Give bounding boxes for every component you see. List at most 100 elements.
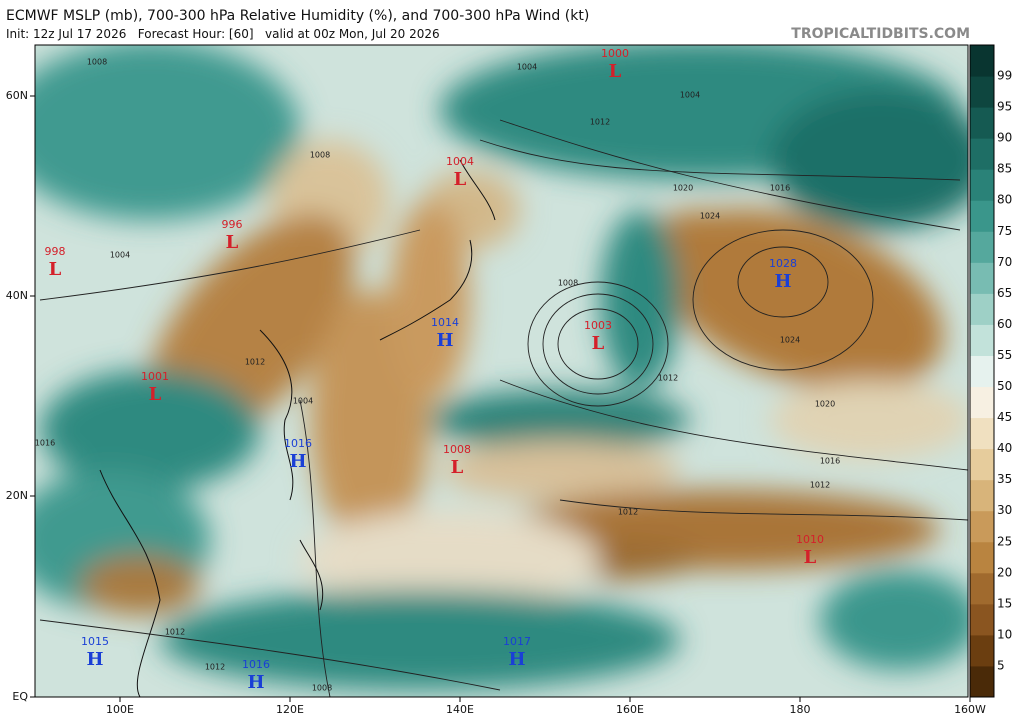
colorbar-band — [970, 417, 994, 450]
isobar-label: 1004 — [293, 397, 313, 406]
colorbar-band — [970, 169, 994, 201]
colorbar-band — [970, 479, 994, 512]
lat-label: EQ — [12, 690, 28, 703]
colorbar-band — [970, 448, 994, 481]
center-value: 1015 — [81, 635, 109, 648]
lon-label: 120E — [276, 703, 304, 716]
title: ECMWF MSLP (mb), 700-300 hPa Relative Hu… — [6, 8, 589, 24]
isobar-label: 1008 — [312, 684, 332, 693]
colorbar-tick-label: 85 — [997, 162, 1012, 176]
center-letter: H — [436, 330, 453, 351]
colorbar-tick-label: 99 — [997, 69, 1012, 83]
colorbar-tick-label: 90 — [997, 131, 1012, 145]
isobar-label: 1008 — [558, 279, 578, 288]
axes: 60N 40N 20N EQ 100E 120E 140E 160E 180 160W — [6, 89, 986, 716]
lon-label: 160W — [954, 703, 986, 716]
isobar-label: 1012 — [205, 663, 225, 672]
map-area: 1008 1004 1004 1012 1008 1020 1024 1016 1024 1020… — [35, 45, 968, 697]
lat-label: 20N — [6, 489, 28, 502]
humidity-field — [35, 45, 968, 690]
center-value: 1016 — [242, 658, 270, 671]
center-letter: H — [774, 271, 791, 292]
center-letter: H — [247, 672, 264, 693]
center-letter: H — [86, 649, 103, 670]
colorbar-tick-label: 50 — [997, 379, 1012, 393]
isobar-label: 1004 — [680, 91, 700, 100]
colorbar-band — [970, 572, 994, 605]
colorbar-band — [970, 541, 994, 574]
colorbar-tick-label: 5 — [997, 658, 1005, 672]
center-letter: L — [451, 457, 464, 478]
center-value: 1000 — [601, 47, 629, 60]
center-value: 1016 — [284, 437, 312, 450]
lat-label: 60N — [6, 89, 28, 102]
isobar-label: 1020 — [673, 184, 693, 193]
colorbar-band — [970, 386, 994, 419]
center-letter: H — [289, 451, 306, 472]
colorbar-band — [970, 107, 994, 139]
lat-label: 40N — [6, 289, 28, 302]
isobar-label: 1020 — [815, 400, 835, 409]
isobar-label: 1016 — [35, 439, 55, 448]
center-value: 1008 — [443, 443, 471, 456]
isobar-label: 1008 — [310, 151, 330, 160]
colorbar-band — [970, 665, 994, 698]
colorbar-tick-label: 55 — [997, 348, 1012, 362]
colorbar-tick-label: 15 — [997, 596, 1012, 610]
colorbar-tick-label: 70 — [997, 255, 1012, 269]
colorbar: 5 10 15 20 25 30 35 40 45 50 55 60 65 70 75 80 85 90 95 99 — [969, 44, 1012, 698]
center-letter: L — [609, 61, 622, 82]
center-letter: L — [49, 259, 62, 280]
center-value: 998 — [45, 245, 66, 258]
colorbar-tick-label: 80 — [997, 193, 1012, 207]
colorbar-band — [970, 634, 994, 667]
colorbar-tick-label: 60 — [997, 317, 1012, 331]
source: TROPICALTIDBITS.COM — [791, 26, 970, 42]
lon-label: 140E — [446, 703, 474, 716]
colorbar-band — [970, 293, 994, 325]
isobar-label: 1012 — [165, 628, 185, 637]
pressure-centers: 998L996L1004L1000L1028H1014H1003L1001L10… — [45, 47, 825, 693]
colorbar-band — [970, 510, 994, 543]
center-value: 1001 — [141, 370, 169, 383]
center-letter: H — [508, 649, 525, 670]
center-letter: L — [454, 169, 467, 190]
colorbar-band — [970, 324, 994, 356]
coastlines — [99, 159, 496, 697]
colorbar-band — [970, 355, 994, 388]
colorbar-band — [970, 45, 994, 77]
colorbar-tick-label: 65 — [997, 286, 1012, 300]
isobars — [39, 119, 968, 697]
colorbar-band — [970, 138, 994, 170]
lon-label: 160E — [616, 703, 644, 716]
isobar-label: 1012 — [658, 374, 678, 383]
isobar-label: 1016 — [770, 184, 790, 193]
colorbar-band — [970, 231, 994, 263]
colorbar-tick-label: 45 — [997, 410, 1012, 424]
isobar-label: 1012 — [245, 358, 265, 367]
center-letter: L — [592, 333, 605, 354]
colorbar-tick-label: 75 — [997, 224, 1012, 238]
center-value: 996 — [222, 218, 243, 231]
colorbar-band — [970, 262, 994, 294]
isobar-labels: 1008 1004 1004 1012 1008 1020 1024 1016 1024 1020… — [35, 58, 840, 693]
center-value: 1004 — [446, 155, 474, 168]
isobar-label: 1012 — [810, 481, 830, 490]
isobar-label: 1016 — [820, 457, 840, 466]
colorbar-band — [970, 200, 994, 232]
colorbar-tick-label: 40 — [997, 441, 1012, 455]
center-value: 1003 — [584, 319, 612, 332]
isobar-label: 1012 — [590, 118, 610, 127]
isobar-label: 1008 — [87, 58, 107, 67]
colorbar-tick-label: 10 — [997, 627, 1012, 641]
isobar-label: 1004 — [110, 251, 130, 260]
isobar-label: 1012 — [618, 508, 638, 517]
center-letter: L — [226, 232, 239, 253]
colorbar-tick-label: 35 — [997, 472, 1012, 486]
colorbar-band — [970, 76, 994, 108]
colorbar-tick-label: 25 — [997, 534, 1012, 548]
center-value: 1010 — [796, 533, 824, 546]
isobar-label: 1024 — [780, 336, 800, 345]
lon-label: 100E — [106, 703, 134, 716]
